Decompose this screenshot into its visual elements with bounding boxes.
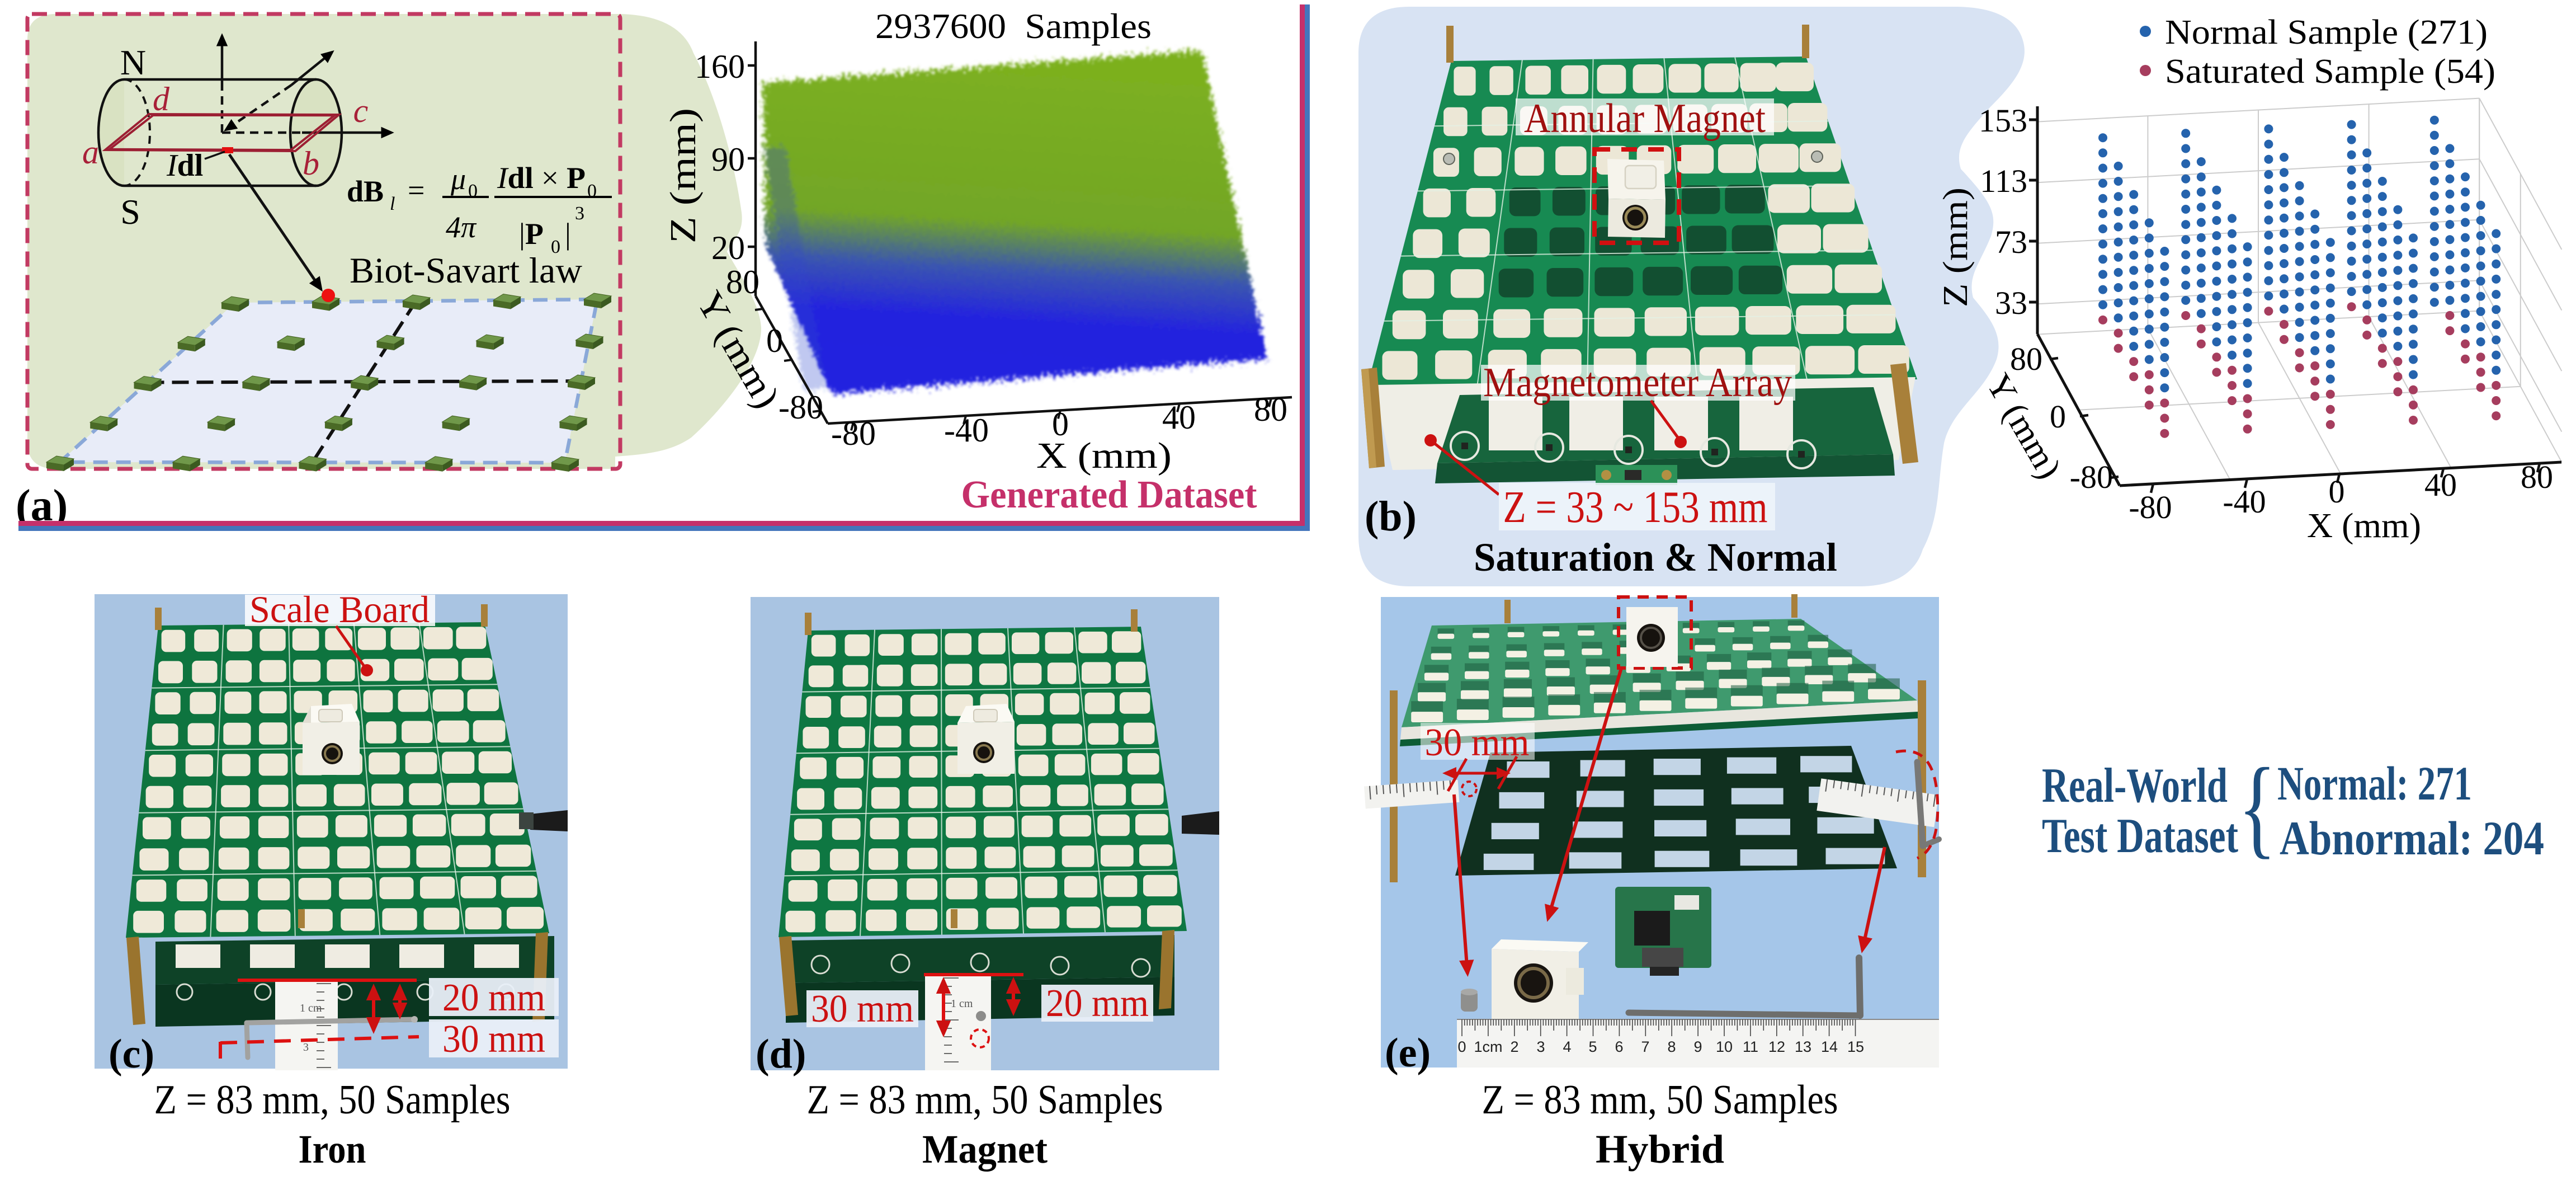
svg-text:0: 0 xyxy=(468,181,478,201)
svg-text:153: 153 xyxy=(1979,102,2027,139)
svg-text:Z (mm): Z (mm) xyxy=(663,108,704,243)
svg-text:-40: -40 xyxy=(944,412,989,449)
svg-text:80: 80 xyxy=(726,264,759,300)
svg-text:20: 20 xyxy=(711,229,745,266)
svg-text:1cm: 1cm xyxy=(1474,1038,1502,1055)
svg-text:10: 10 xyxy=(1716,1038,1733,1055)
svg-text:=: = xyxy=(408,173,424,207)
svg-text:2: 2 xyxy=(1510,1038,1518,1055)
svg-text:9: 9 xyxy=(1693,1038,1702,1055)
svg-text:Z = 83 mm, 50 Samples: Z = 83 mm, 50 Samples xyxy=(807,1077,1163,1123)
svg-text:Normal Sample (271): Normal Sample (271) xyxy=(2165,13,2488,51)
svg-text:73: 73 xyxy=(1995,224,2027,260)
svg-text:2937600 Samples: 2937600 Samples xyxy=(875,6,1152,46)
svg-text:80: 80 xyxy=(2010,341,2042,377)
svg-text:c: c xyxy=(353,92,369,129)
svg-text:0: 0 xyxy=(1052,406,1069,443)
svg-text:1 cm: 1 cm xyxy=(300,1002,322,1014)
svg-text:|: | xyxy=(565,217,571,251)
svg-text:Idl: Idl xyxy=(166,148,203,183)
svg-text:11: 11 xyxy=(1743,1038,1758,1055)
svg-text:dB: dB xyxy=(347,175,384,208)
svg-text:Magnet: Magnet xyxy=(922,1127,1048,1172)
svg-text:Z = 33 ~ 153 mm: Z = 33 ~ 153 mm xyxy=(1503,483,1768,532)
svg-text:(e): (e) xyxy=(1385,1030,1431,1076)
svg-text:-80: -80 xyxy=(2129,489,2172,525)
svg-text:30 mm: 30 mm xyxy=(1425,721,1530,764)
svg-text:l: l xyxy=(390,194,395,214)
svg-text:Biot-Savart law: Biot-Savart law xyxy=(350,251,582,291)
svg-text:20 mm: 20 mm xyxy=(442,976,545,1019)
svg-text:3: 3 xyxy=(1536,1038,1545,1055)
svg-text:0: 0 xyxy=(1457,1038,1466,1055)
svg-text:0: 0 xyxy=(2050,398,2066,435)
svg-text:Iron: Iron xyxy=(299,1127,366,1172)
svg-text:80: 80 xyxy=(1254,391,1287,428)
svg-text:7: 7 xyxy=(1641,1038,1649,1055)
svg-text:X (mm): X (mm) xyxy=(1036,435,1172,476)
svg-text:0: 0 xyxy=(551,237,560,257)
svg-text:4π: 4π xyxy=(446,210,477,244)
svg-text:6: 6 xyxy=(1615,1038,1623,1055)
svg-text:Test Dataset: Test Dataset xyxy=(2042,809,2238,863)
svg-text:Scale Board: Scale Board xyxy=(249,588,430,631)
svg-text:33: 33 xyxy=(1995,285,2027,321)
svg-text:a: a xyxy=(82,134,99,171)
svg-text:90: 90 xyxy=(711,141,745,178)
svg-text:-80: -80 xyxy=(2070,459,2113,495)
svg-text:Saturated Sample (54): Saturated Sample (54) xyxy=(2165,53,2495,91)
svg-text:-80: -80 xyxy=(831,415,876,452)
svg-text:Idl × P: Idl × P xyxy=(497,161,586,195)
svg-text:-40: -40 xyxy=(2223,483,2266,520)
svg-text:d: d xyxy=(153,81,170,117)
svg-text:N: N xyxy=(120,43,146,82)
svg-text:Normal: 271: Normal: 271 xyxy=(2277,756,2472,810)
svg-text:Z = 83 mm, 50 Samples: Z = 83 mm, 50 Samples xyxy=(154,1077,511,1123)
svg-text:Generated Dataset: Generated Dataset xyxy=(961,473,1257,516)
svg-text:μ: μ xyxy=(450,162,466,196)
svg-text:40: 40 xyxy=(1162,399,1196,436)
svg-text:0: 0 xyxy=(2329,473,2345,510)
svg-text:12: 12 xyxy=(1768,1038,1785,1055)
svg-text:160: 160 xyxy=(695,48,745,85)
svg-text:15: 15 xyxy=(1847,1038,1864,1055)
svg-text:Hybrid: Hybrid xyxy=(1596,1127,1724,1172)
svg-text:1 cm: 1 cm xyxy=(951,998,973,1010)
svg-text:Z (mm): Z (mm) xyxy=(1937,187,1975,307)
svg-text:(c): (c) xyxy=(108,1031,154,1077)
svg-text:Real-World: Real-World xyxy=(2042,759,2228,813)
svg-text:4: 4 xyxy=(1563,1038,1571,1055)
svg-text:5: 5 xyxy=(1588,1038,1597,1055)
svg-text:Saturation & Normal: Saturation & Normal xyxy=(1474,535,1837,580)
svg-text:Annular Magnet: Annular Magnet xyxy=(1524,96,1766,142)
svg-text:13: 13 xyxy=(1795,1038,1811,1055)
svg-text:30 mm: 30 mm xyxy=(442,1018,545,1061)
svg-text:3: 3 xyxy=(575,203,584,224)
svg-text:|P: |P xyxy=(519,217,544,251)
svg-text:0: 0 xyxy=(587,181,597,201)
svg-text:80: 80 xyxy=(2521,459,2553,495)
svg-text:113: 113 xyxy=(1980,163,2027,199)
svg-text:3: 3 xyxy=(303,1041,309,1054)
svg-text:b: b xyxy=(303,145,319,182)
svg-text:(b): (b) xyxy=(1365,493,1417,540)
svg-text:Magnetometer Array: Magnetometer Array xyxy=(1483,360,1792,406)
svg-text:20 mm: 20 mm xyxy=(1046,982,1149,1025)
svg-text:Z = 83 mm, 50 Samples: Z = 83 mm, 50 Samples xyxy=(1482,1077,1838,1123)
svg-text:{: { xyxy=(2238,745,2277,869)
svg-text:0: 0 xyxy=(766,322,783,359)
svg-text:X (mm): X (mm) xyxy=(2307,507,2421,545)
svg-text:-80: -80 xyxy=(779,389,823,426)
svg-text:(d): (d) xyxy=(756,1031,806,1077)
svg-text:8: 8 xyxy=(1667,1038,1676,1055)
svg-text:S: S xyxy=(120,192,140,232)
svg-text:30 mm: 30 mm xyxy=(811,988,914,1031)
svg-text:40: 40 xyxy=(2424,467,2457,503)
svg-text:Abnormal: 204: Abnormal: 204 xyxy=(2280,811,2544,865)
svg-text:14: 14 xyxy=(1821,1038,1838,1055)
